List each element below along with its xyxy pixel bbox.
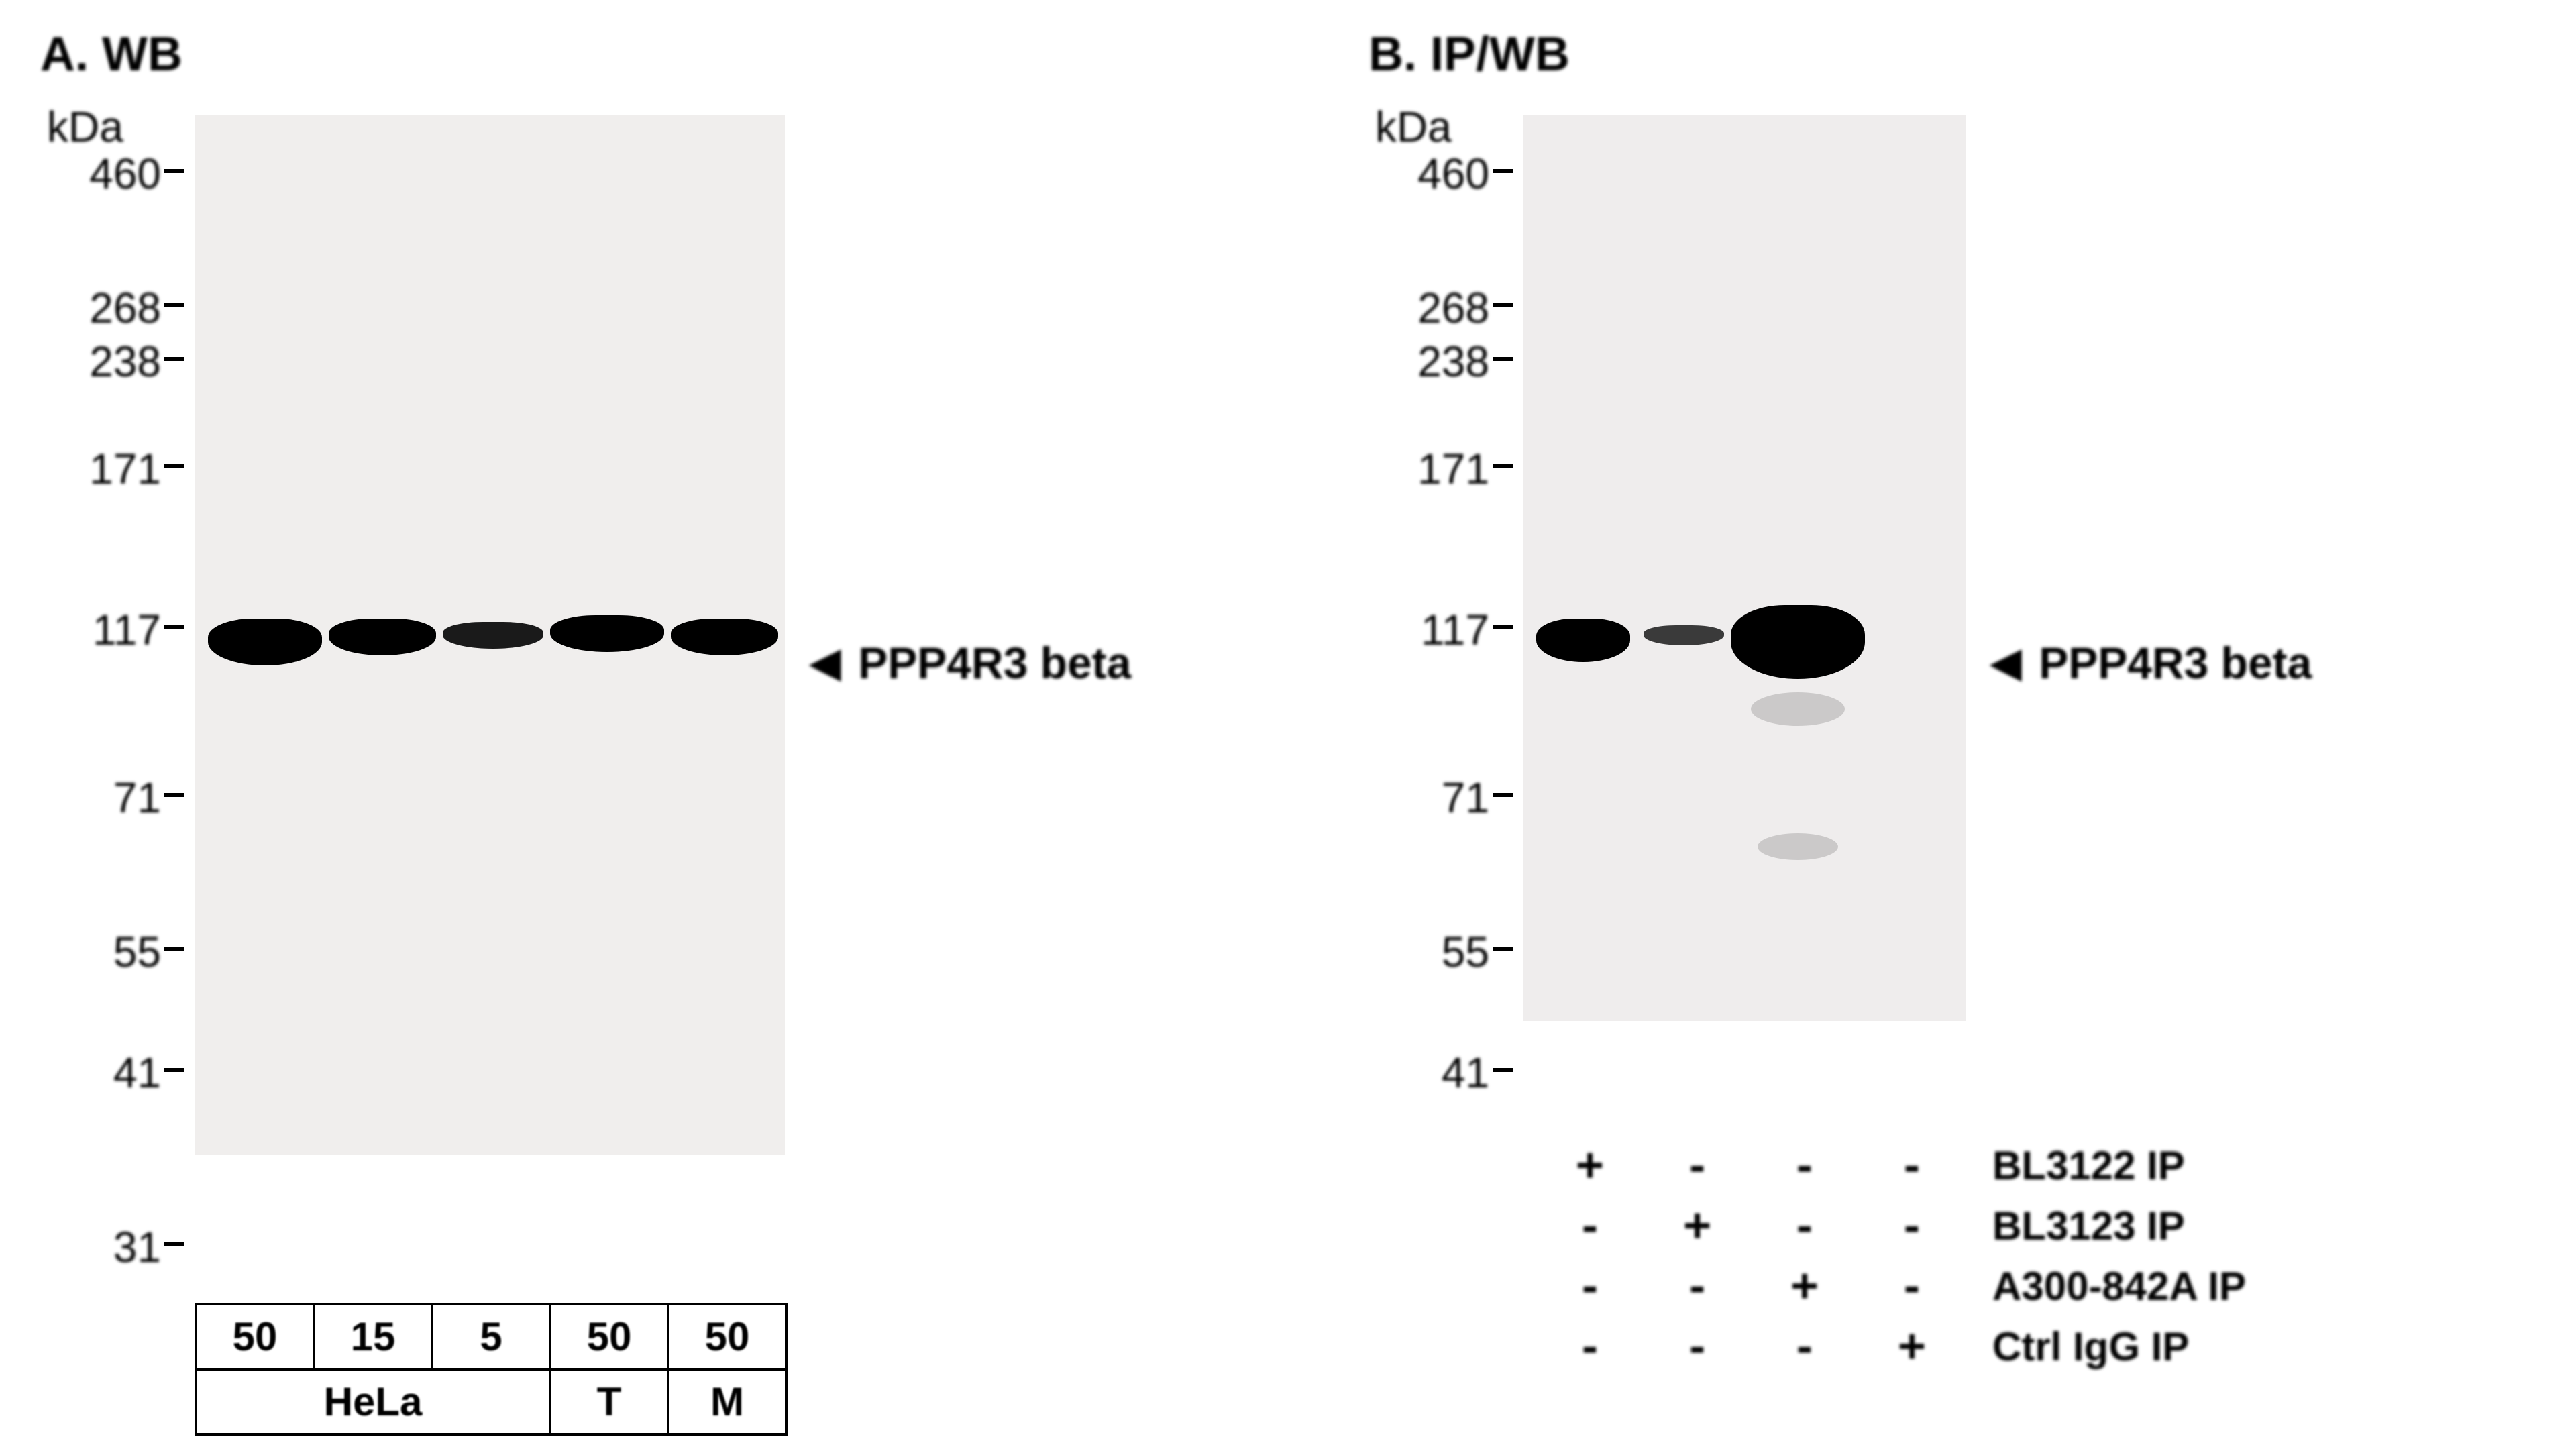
ip-mark: + xyxy=(1751,1259,1858,1314)
panel-a-lane-table: 501555050 HeLaTM xyxy=(195,1303,788,1436)
mw-tick xyxy=(164,1242,184,1246)
protein-band xyxy=(550,615,664,652)
ip-mark: - xyxy=(1536,1319,1644,1374)
faint-band xyxy=(1758,833,1838,860)
ip-mark: + xyxy=(1536,1138,1644,1193)
mw-marker-label: 71 xyxy=(1368,773,1489,822)
mw-tick xyxy=(1493,625,1513,629)
mw-marker-label: 460 xyxy=(40,149,161,199)
panel-b-blot: kDa 460268238171117715541 ◄ PPP4R3 beta … xyxy=(1368,89,2509,1175)
panel-a-title: A. WB xyxy=(40,27,1261,82)
ip-row-label: BL3123 IP xyxy=(1992,1203,2185,1249)
panel-b-gel xyxy=(1523,115,1966,1021)
mw-marker-label: 268 xyxy=(40,283,161,333)
mw-tick xyxy=(164,303,184,307)
panel-a-wb: A. WB kDa 46026823817111771554131 ◄ PPP4… xyxy=(40,27,1261,1175)
mw-tick xyxy=(1493,947,1513,951)
mw-marker-label: 171 xyxy=(40,444,161,494)
panel-b-target-arrow: ◄ PPP4R3 beta xyxy=(1979,632,2312,694)
lane-sample-cell: T xyxy=(550,1369,668,1434)
mw-tick xyxy=(1493,303,1513,307)
mw-tick xyxy=(164,464,184,468)
ip-row-label: BL3122 IP xyxy=(1992,1142,2185,1189)
lane-sample-cell: M xyxy=(668,1369,786,1434)
mw-tick xyxy=(164,625,184,629)
protein-band xyxy=(1644,625,1724,645)
ip-mark: + xyxy=(1858,1319,1966,1374)
panel-a-target-label: PPP4R3 beta xyxy=(858,637,1131,688)
panel-b-title: B. IP/WB xyxy=(1368,27,2509,82)
panel-b-ipwb: B. IP/WB kDa 460 268238 171 117 71 55 41 ◄ PPP… xyxy=(1368,27,2509,1175)
mw-tick xyxy=(1493,1068,1513,1072)
protein-band xyxy=(443,622,543,649)
mw-tick xyxy=(1493,357,1513,361)
mw-tick xyxy=(164,947,184,951)
mw-marker-label: 460 xyxy=(1368,149,1489,199)
protein-band xyxy=(1731,605,1865,679)
mw-marker-label: 55 xyxy=(40,927,161,977)
panel-a-blot: kDa 46026823817111771554131 ◄ PPP4R3 bet… xyxy=(40,89,1261,1175)
ip-mark: - xyxy=(1751,1198,1858,1253)
ip-mark: - xyxy=(1536,1259,1644,1314)
lane-load-cell: 50 xyxy=(196,1304,314,1369)
ip-row: -+--BL3123 IP xyxy=(1536,1195,2246,1256)
mw-marker-label: 117 xyxy=(40,605,161,655)
ip-mark: - xyxy=(1858,1259,1966,1314)
ip-row: +---BL3122 IP xyxy=(1536,1135,2246,1195)
mw-marker-label: 41 xyxy=(40,1048,161,1098)
panel-a-gel xyxy=(195,115,785,1155)
ip-row: --+-A300-842A IP xyxy=(1536,1256,2246,1316)
mw-tick xyxy=(164,357,184,361)
protein-band xyxy=(1536,619,1630,662)
mw-tick xyxy=(1493,464,1513,468)
lane-load-row: 501555050 xyxy=(196,1304,786,1369)
mw-marker-label: 117 xyxy=(1368,605,1489,655)
ip-mark: - xyxy=(1536,1198,1644,1253)
mw-marker-label: 171 xyxy=(1368,444,1489,494)
ip-mark: - xyxy=(1644,1259,1751,1314)
ip-mark: - xyxy=(1644,1319,1751,1374)
mw-marker-label: 238 xyxy=(1368,337,1489,386)
protein-band xyxy=(329,619,436,655)
protein-band xyxy=(208,619,322,665)
mw-marker-label: 71 xyxy=(40,773,161,822)
mw-tick xyxy=(1493,169,1513,173)
lane-sample-cell: HeLa xyxy=(196,1369,550,1434)
panel-a-target-arrow: ◄ PPP4R3 beta xyxy=(798,632,1131,694)
mw-marker-label: 31 xyxy=(40,1222,161,1272)
lane-load-cell: 50 xyxy=(550,1304,668,1369)
ip-mark: - xyxy=(1751,1319,1858,1374)
arrow-left-icon: ◄ xyxy=(798,632,851,694)
arrow-left-icon: ◄ xyxy=(1979,632,2032,694)
mw-marker-label: 268 xyxy=(1368,283,1489,333)
mw-tick xyxy=(164,1068,184,1072)
mw-tick xyxy=(164,169,184,173)
ip-mark: - xyxy=(1858,1198,1966,1253)
mw-marker-label: 55 xyxy=(1368,927,1489,977)
lane-sample-row: HeLaTM xyxy=(196,1369,786,1434)
ip-row: ---+Ctrl IgG IP xyxy=(1536,1316,2246,1377)
lane-load-cell: 5 xyxy=(432,1304,550,1369)
faint-band xyxy=(1751,692,1845,726)
mw-marker-label: 41 xyxy=(1368,1048,1489,1098)
lane-load-cell: 15 xyxy=(314,1304,432,1369)
ip-mark: - xyxy=(1858,1138,1966,1193)
panel-b-ip-matrix: +---BL3122 IP-+--BL3123 IP--+-A300-842A … xyxy=(1536,1135,2246,1377)
ip-mark: + xyxy=(1644,1198,1751,1253)
ip-mark: - xyxy=(1751,1138,1858,1193)
mw-tick xyxy=(1493,793,1513,797)
mw-tick xyxy=(164,793,184,797)
ip-row-label: A300-842A IP xyxy=(1992,1263,2246,1309)
mw-marker-label: 238 xyxy=(40,337,161,386)
lane-load-cell: 50 xyxy=(668,1304,786,1369)
ip-mark: - xyxy=(1644,1138,1751,1193)
mw-unit-b: kDa xyxy=(1375,102,1452,152)
protein-band xyxy=(671,619,778,655)
mw-unit-a: kDa xyxy=(47,102,123,152)
ip-row-label: Ctrl IgG IP xyxy=(1992,1324,2189,1370)
panel-b-target-label: PPP4R3 beta xyxy=(2039,637,2312,688)
